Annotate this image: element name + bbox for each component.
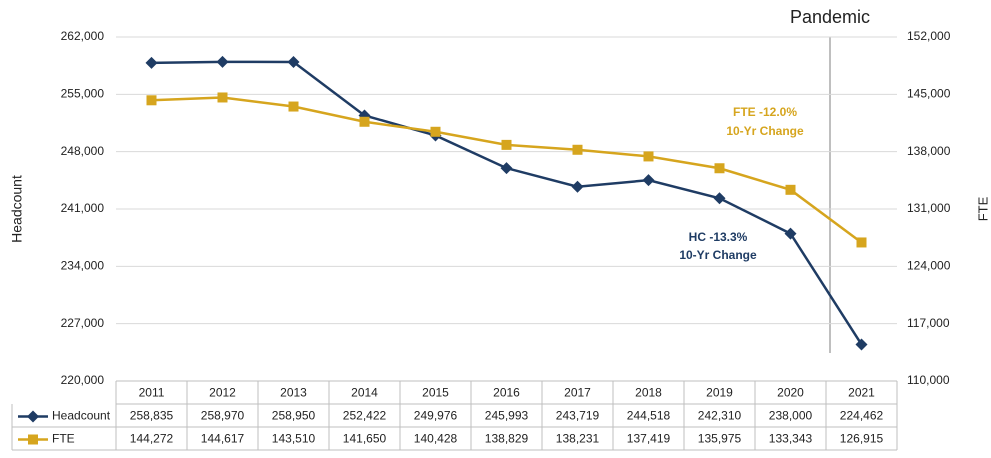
marker: [784, 227, 797, 240]
marker: [217, 92, 228, 103]
legend-label: FTE: [52, 432, 75, 446]
table-value: 238,000: [769, 409, 813, 423]
marker: [642, 174, 655, 187]
marker: [856, 237, 867, 248]
y-tick-label: 220,000: [61, 373, 105, 387]
marker: [287, 55, 300, 68]
marker: [643, 151, 654, 162]
marker: [288, 101, 299, 112]
y2-tick-label: 124,000: [907, 259, 951, 273]
x-tick-label: 2013: [280, 386, 307, 400]
marker: [27, 410, 39, 423]
hc-annotation: HC -13.3%: [689, 230, 748, 244]
x-tick-label: 2021: [848, 386, 875, 400]
marker: [146, 95, 157, 106]
pandemic-label: Pandemic: [790, 7, 870, 27]
y2-tick-label: 131,000: [907, 201, 951, 215]
table-value: 252,422: [343, 409, 387, 423]
x-tick-label: 2016: [493, 386, 520, 400]
table-value: 243,719: [556, 409, 600, 423]
table-value: 242,310: [698, 409, 742, 423]
x-tick-label: 2019: [706, 386, 733, 400]
table-value: 141,650: [343, 432, 387, 446]
marker: [28, 434, 38, 445]
table-value: 138,231: [556, 432, 600, 446]
y2-tick-label: 110,000: [907, 373, 950, 387]
table-value: 245,993: [485, 409, 529, 423]
y2-tick-label: 145,000: [907, 87, 951, 101]
y-tick-label: 241,000: [61, 201, 105, 215]
y-axis-label: Headcount: [9, 175, 25, 243]
marker: [145, 56, 158, 69]
table-value: 135,975: [698, 432, 742, 446]
y-tick-label: 248,000: [61, 144, 105, 158]
y2-tick-label: 138,000: [907, 144, 951, 158]
table-value: 126,915: [840, 432, 884, 446]
table-value: 244,518: [627, 409, 671, 423]
marker: [430, 126, 441, 137]
x-tick-label: 2018: [635, 386, 662, 400]
y-tick-label: 255,000: [61, 87, 105, 101]
x-tick-label: 2017: [564, 386, 591, 400]
marker: [501, 139, 512, 150]
marker: [855, 338, 868, 351]
marker: [571, 180, 584, 193]
marker: [216, 55, 229, 68]
y2-tick-label: 152,000: [907, 29, 951, 43]
table-value: 249,976: [414, 409, 458, 423]
marker: [713, 192, 726, 205]
marker: [714, 163, 725, 174]
y2-axis-label: FTE: [975, 196, 990, 221]
marker: [500, 162, 513, 175]
y-tick-label: 227,000: [61, 316, 105, 330]
table-value: 140,428: [414, 432, 458, 446]
fte-annotation: FTE -12.0%: [733, 105, 797, 119]
table-value: 144,617: [201, 432, 245, 446]
table-value: 138,829: [485, 432, 529, 446]
x-tick-label: 2014: [351, 386, 378, 400]
x-tick-label: 2020: [777, 386, 804, 400]
table-value: 258,835: [130, 409, 174, 423]
table-value: 137,419: [627, 432, 671, 446]
table-value: 133,343: [769, 432, 813, 446]
hc-annotation: 10-Yr Change: [679, 248, 757, 262]
table-value: 258,970: [201, 409, 245, 423]
marker: [572, 144, 583, 155]
x-tick-label: 2015: [422, 386, 449, 400]
y2-tick-label: 117,000: [907, 316, 950, 330]
x-tick-label: 2011: [139, 386, 165, 400]
y-tick-label: 262,000: [61, 29, 105, 43]
table-value: 258,950: [272, 409, 316, 423]
marker: [359, 116, 370, 127]
y-tick-label: 234,000: [61, 259, 105, 273]
legend-label: Headcount: [52, 409, 111, 423]
marker: [785, 184, 796, 195]
x-tick-label: 2012: [209, 386, 236, 400]
table-value: 143,510: [272, 432, 316, 446]
table-value: 224,462: [840, 409, 884, 423]
table-value: 144,272: [130, 432, 174, 446]
fte-annotation: 10-Yr Change: [726, 124, 804, 138]
